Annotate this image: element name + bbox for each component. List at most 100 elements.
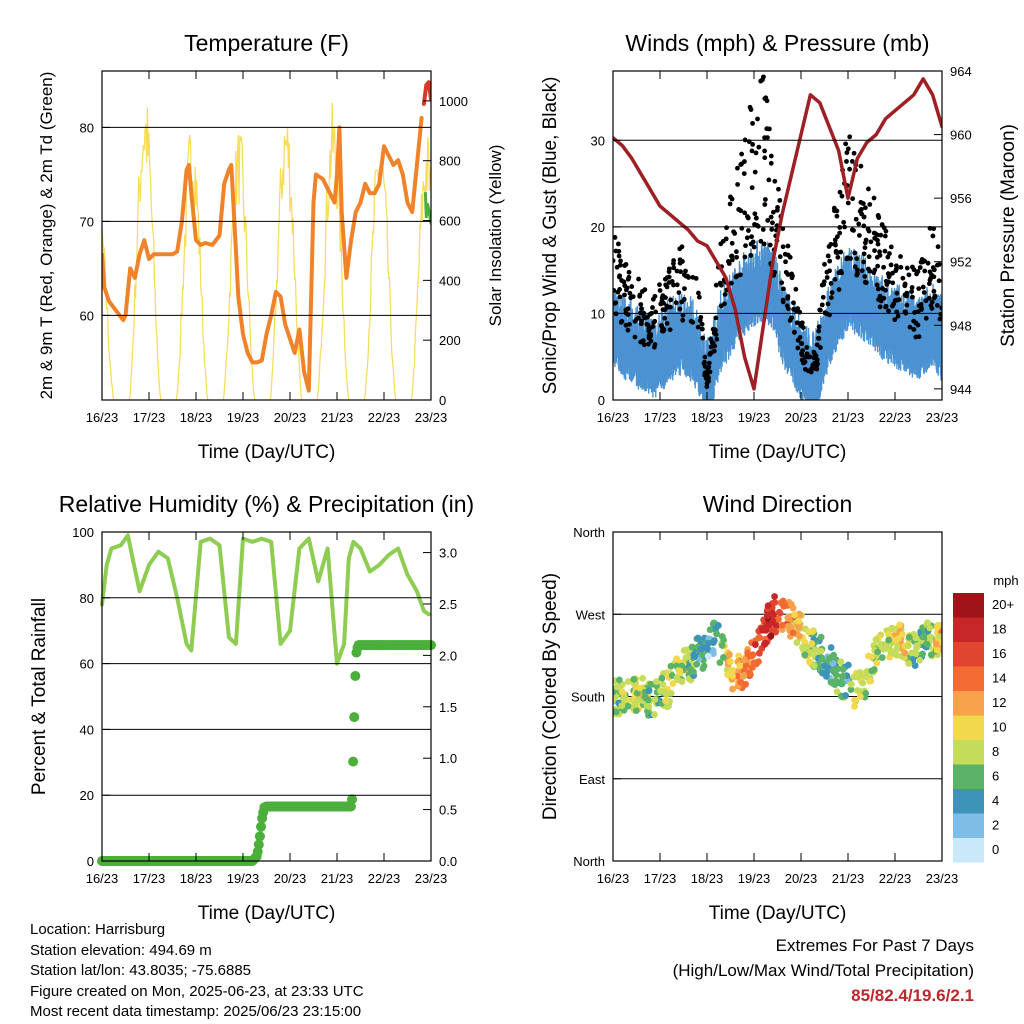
direction-point (916, 656, 924, 664)
direction-point (862, 690, 870, 697)
gust-point (930, 233, 936, 239)
direction-point (878, 654, 886, 661)
y2-tick-label: 2.0 (439, 648, 457, 663)
gust-point (816, 328, 822, 334)
gust-point (632, 334, 638, 340)
direction-point (678, 662, 686, 670)
direction-point (775, 615, 782, 623)
direction-point (636, 684, 643, 692)
gust-point (762, 197, 768, 202)
rh-plot-area (97, 533, 436, 866)
gust-point (856, 221, 862, 227)
direction-point (714, 622, 722, 629)
gust-point (934, 303, 940, 308)
direction-point (884, 644, 892, 651)
colorbar-tick-label: 10 (992, 720, 1006, 735)
gust-point (834, 213, 840, 219)
gust-point (668, 304, 673, 310)
y2-tick-label: 0 (439, 393, 446, 408)
gust-point (828, 295, 834, 300)
gust-point (724, 225, 729, 231)
gust-point (739, 151, 745, 157)
gust-point (845, 146, 851, 152)
gust-point (749, 234, 754, 240)
gust-point (824, 275, 830, 280)
gust-point (695, 324, 701, 330)
direction-point (847, 686, 855, 694)
gust-point (832, 208, 837, 214)
gust-point (863, 205, 868, 211)
solar-insolation-day (128, 107, 162, 400)
x-tick-label: 16/23 (597, 410, 630, 425)
direction-point (742, 680, 750, 688)
gust-point (912, 310, 918, 315)
gust-point (713, 327, 718, 333)
direction-point (751, 641, 759, 648)
x-tick-label: 17/23 (133, 410, 166, 425)
y2-tick-label: 2.5 (439, 597, 457, 612)
chart-title: Wind Direction (703, 491, 853, 517)
gust-point (850, 196, 856, 202)
y2-tick-label: 0.5 (439, 803, 457, 818)
gust-point (918, 305, 924, 311)
direction-point (729, 666, 736, 674)
gust-point (847, 134, 853, 140)
direction-point (741, 656, 748, 664)
direction-point (690, 668, 697, 676)
gust-point (801, 360, 806, 366)
x-tick-label: 21/23 (321, 871, 354, 886)
gust-point (613, 287, 617, 293)
gust-point (932, 293, 938, 299)
y2-tick-label: 1000 (439, 94, 468, 109)
gust-point (766, 177, 772, 183)
gust-point (758, 78, 764, 84)
gust-point (859, 211, 864, 217)
x-axis-label: Time (Day/UTC) (198, 442, 336, 463)
gust-point (808, 369, 814, 375)
direction-point (923, 640, 931, 648)
y-axis-label: 2m & 9m T (Red, Orange) & 2m Td (Green) (37, 72, 56, 400)
gust-point (862, 274, 868, 279)
gust-point (764, 126, 770, 132)
gust-point (770, 220, 775, 226)
gust-point (664, 321, 670, 326)
gust-point (651, 320, 657, 325)
gust-point (679, 299, 685, 305)
gust-point (898, 264, 904, 270)
gust-point (671, 265, 677, 271)
recent-data-text: Most recent data timestamp: 2025/06/23 2… (30, 1003, 362, 1020)
direction-point (933, 646, 941, 654)
gust-point (898, 254, 903, 259)
direction-point (842, 692, 850, 699)
direction-point (615, 676, 623, 684)
gust-point (877, 293, 883, 299)
gust-point (868, 239, 874, 245)
colorbar-tick-label: 12 (992, 695, 1006, 710)
pressure-line (613, 77, 942, 391)
gust-point (650, 324, 656, 329)
gust-point (729, 253, 734, 259)
colorbar-tick-label: 2 (992, 818, 999, 833)
direction-point (898, 631, 906, 638)
gust-point (779, 280, 785, 286)
gust-point (710, 340, 716, 346)
colorbar-swatch (953, 715, 984, 740)
gust-point (783, 259, 788, 265)
gust-point (909, 289, 915, 294)
direction-point (821, 662, 828, 670)
panel-temperature: Temperature (F) Time (Day/UTC) 2m & 9m T (… (37, 30, 505, 463)
gust-point (768, 214, 774, 220)
gust-point (749, 185, 755, 191)
y2-tick-label: 960 (950, 128, 972, 143)
y-tick-label: 80 (80, 120, 94, 135)
direction-point (778, 621, 786, 629)
direction-point (936, 633, 942, 641)
direction-point (896, 621, 904, 629)
direction-point (771, 593, 778, 600)
direction-point (901, 649, 909, 657)
gust-point (878, 232, 884, 238)
gust-point (851, 150, 857, 156)
rainfall-point (347, 794, 358, 805)
solar-insolation-day (175, 135, 209, 400)
gust-point (862, 240, 868, 246)
